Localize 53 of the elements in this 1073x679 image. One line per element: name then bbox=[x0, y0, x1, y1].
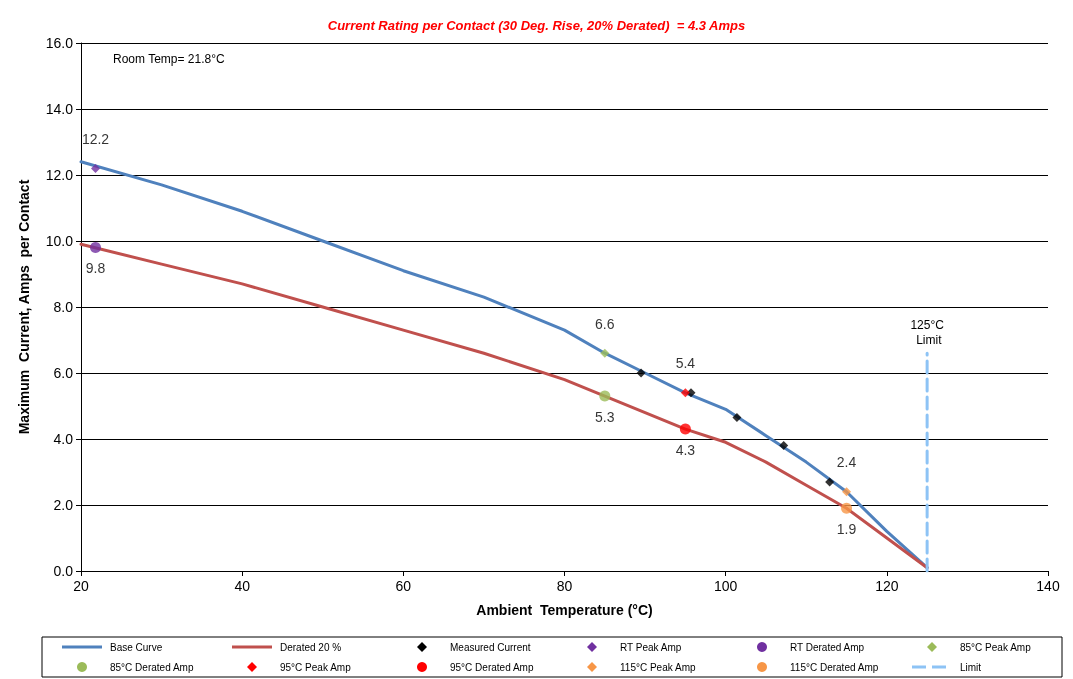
point bbox=[636, 368, 646, 378]
legend-label: RT Peak Amp bbox=[620, 641, 682, 653]
y-tick-label: 8.0 bbox=[53, 299, 74, 315]
point bbox=[779, 441, 789, 451]
y-tick-label: 4.0 bbox=[53, 431, 74, 447]
legend-label: 115°C Peak Amp bbox=[620, 661, 696, 673]
legend-label: 115°C Derated Amp bbox=[790, 661, 879, 673]
data-label: 2.4 bbox=[836, 454, 857, 471]
point bbox=[91, 163, 100, 173]
legend-label: 85°C Derated Amp bbox=[110, 661, 194, 673]
data-label: 5.3 bbox=[595, 408, 615, 425]
data-label: 1.9 bbox=[836, 520, 857, 537]
y-tick-label: 14.0 bbox=[45, 101, 74, 117]
point bbox=[680, 388, 690, 398]
legend-label: RT Derated Amp bbox=[790, 641, 865, 653]
data-label: 5.4 bbox=[675, 355, 696, 372]
point bbox=[732, 413, 742, 423]
data-label: 4.3 bbox=[675, 441, 696, 458]
x-axis-title: Ambient Temperature (°C) bbox=[476, 602, 653, 618]
y-tick-label: 10.0 bbox=[45, 233, 74, 249]
legend-label: Derated 20 % bbox=[280, 641, 342, 653]
annotation: Room Temp= 21.8°C bbox=[113, 52, 225, 66]
legend-label: 85°C Peak Amp bbox=[960, 641, 1032, 653]
legend-label: Base Curve bbox=[110, 641, 163, 653]
point bbox=[679, 423, 691, 435]
x-tick-label: 100 bbox=[713, 578, 738, 594]
point bbox=[842, 487, 852, 497]
y-tick-label: 6.0 bbox=[53, 365, 74, 381]
y-axis-title: Maximum Current, Amps per Contact bbox=[16, 179, 32, 435]
x-tick-label: 120 bbox=[875, 578, 899, 594]
data-label: 12.2 bbox=[81, 130, 110, 147]
chart-title: Current Rating per Contact (30 Deg. Rise, 20% Derated) = 4.3 Amps bbox=[327, 18, 746, 33]
point bbox=[841, 502, 853, 514]
x-tick-label: 40 bbox=[234, 578, 251, 594]
x-tick-label: 60 bbox=[395, 578, 412, 594]
point bbox=[599, 390, 611, 402]
data-label: 9.8 bbox=[85, 260, 106, 277]
point bbox=[600, 348, 610, 358]
y-tick-label: 16.0 bbox=[45, 35, 74, 51]
y-tick-label: 2.0 bbox=[53, 497, 74, 513]
point bbox=[90, 242, 101, 254]
annotation: 125°C Limit bbox=[910, 317, 945, 347]
data-label: 6.6 bbox=[595, 315, 615, 332]
y-tick-label: 0.0 bbox=[53, 563, 74, 579]
x-tick-label: 140 bbox=[1036, 578, 1060, 594]
x-tick-label: 80 bbox=[556, 578, 573, 594]
x-tick-label: 20 bbox=[73, 578, 89, 594]
point bbox=[825, 477, 835, 487]
legend-label: 95°C Peak Amp bbox=[280, 661, 352, 673]
legend-label: 95°C Derated Amp bbox=[450, 661, 534, 673]
legend-label: Limit bbox=[960, 661, 982, 673]
y-tick-label: 12.0 bbox=[45, 167, 74, 183]
legend-label: Measured Current bbox=[450, 641, 531, 653]
